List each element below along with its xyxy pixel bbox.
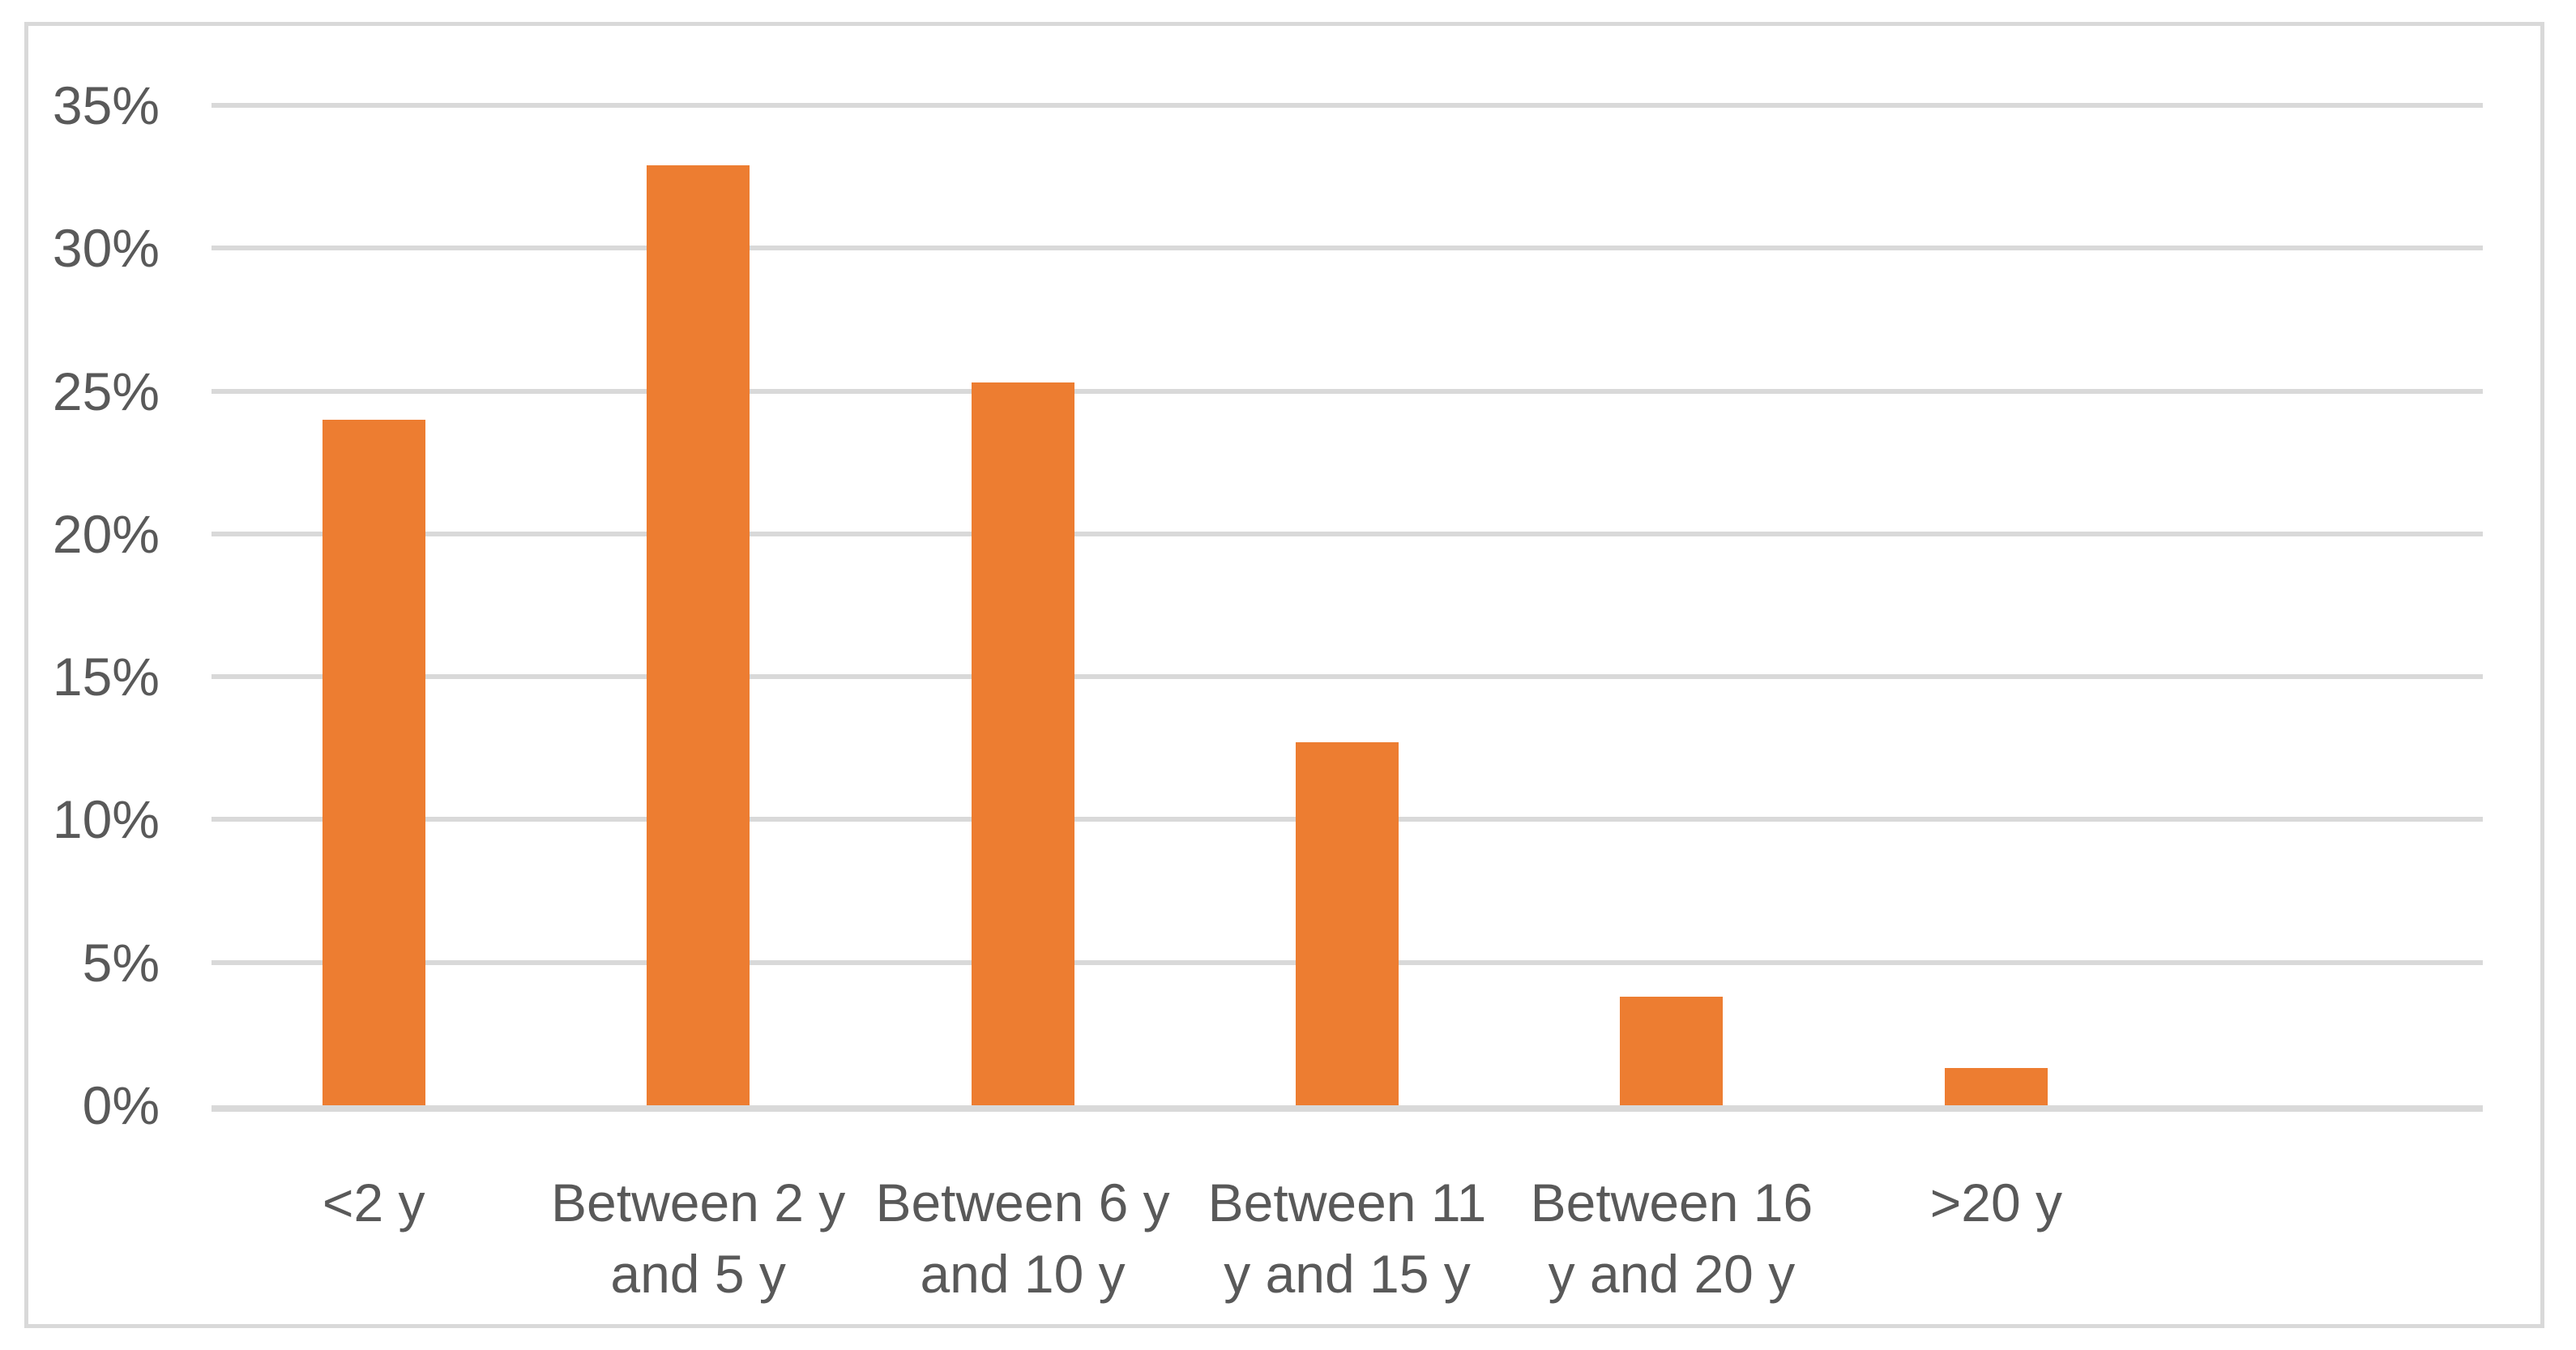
y-tick-label-35pct: 35% [52,75,160,135]
x-tick-label-line: Between 2 y [551,1173,846,1233]
bar-2-y [322,419,425,1105]
x-tick-label-line: Between 11 [1207,1173,1487,1233]
x-tick-label-between-6-y-and-10-y: Between 6 y and 10 y [875,1167,1169,1309]
gridline-15pct [211,674,2483,680]
x-tick-label-between-11-y-and-15-y: Between 11 y and 15 y [1208,1167,1487,1309]
x-tick-label-between-16-y-and-20-y: Between 16 y and 20 y [1531,1167,1813,1309]
y-tick-label-30pct: 30% [52,218,160,279]
x-tick-label-line: <2 y [322,1173,425,1233]
gridline-35pct [211,103,2483,108]
x-tick-label-line: y and 15 y [1224,1244,1471,1304]
x-tick-label-2-y: <2 y [323,1167,425,1238]
bar-between-11-y-and-15-y [1296,742,1399,1105]
x-axis-line [211,1105,2483,1112]
x-tick-label-line: and 5 y [610,1244,786,1304]
gridline-30pct [211,246,2483,251]
x-tick-label-line: and 10 y [920,1244,1126,1304]
x-tick-label-between-2-y-and-5-y: Between 2 y and 5 y [551,1167,845,1309]
bar-between-16-y-and-20-y [1620,997,1724,1105]
bar-between-2-y-and-5-y [647,165,750,1105]
bar-20-y [1944,1068,2048,1105]
x-tick-label-line: Between 6 y [875,1173,1170,1233]
y-tick-label-0pct: 0% [82,1075,160,1135]
bar-between-6-y-and-10-y [971,382,1074,1105]
x-tick-label-20-y: >20 y [1930,1167,2062,1238]
y-tick-label-15pct: 15% [52,647,160,707]
x-tick-label-line: >20 y [1929,1173,2062,1233]
gridline-25pct [211,388,2483,394]
y-tick-label-10pct: 10% [52,789,160,850]
gridline-20pct [211,531,2483,536]
y-tick-label-5pct: 5% [82,932,160,993]
x-tick-label-line: y and 20 y [1548,1244,1796,1304]
x-tick-label-line: Between 16 [1530,1173,1813,1233]
y-tick-label-20pct: 20% [52,503,160,564]
y-tick-label-25pct: 25% [52,361,160,421]
